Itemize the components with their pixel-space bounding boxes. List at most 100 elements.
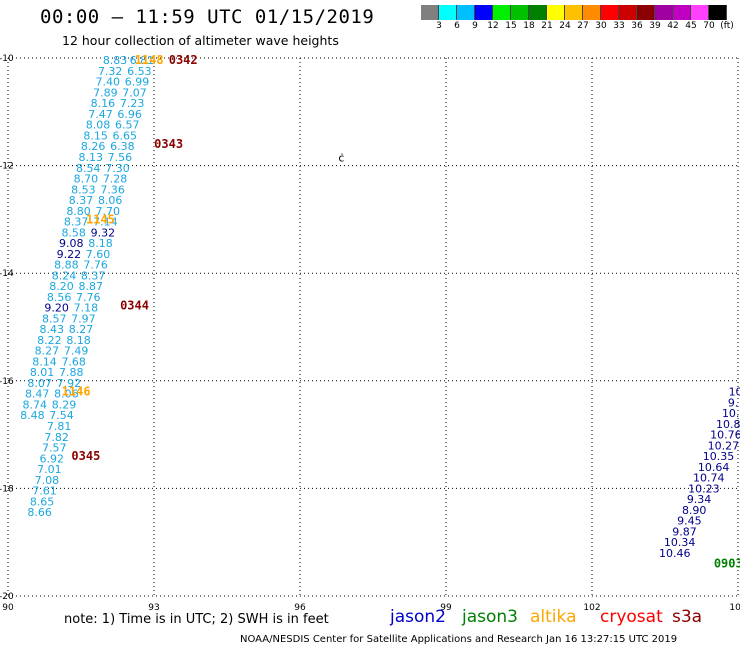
wave-height-label: 8.66: [27, 506, 52, 519]
page-title: 00:00 – 11:59 UTC 01/15/2019: [40, 6, 375, 28]
wave-height-label: 7.49: [64, 345, 89, 358]
wave-height-label: 8.70: [74, 173, 99, 186]
wave-height-label: 10.23: [688, 482, 720, 495]
wave-height-label: 8.14: [32, 355, 57, 368]
wave-height-label: 6.99: [125, 76, 150, 89]
wave-height-label: 9.87: [672, 525, 697, 538]
footer-credit: NOAA/NESDIS Center for Satellite Applica…: [240, 634, 678, 645]
wave-height-label: 7.07: [122, 86, 147, 99]
wave-height-label: 7.88: [59, 366, 84, 379]
pass-time-label: 0342: [169, 53, 198, 67]
wave-height-label: 8.29: [52, 398, 77, 411]
wave-height-label: 9.45: [677, 515, 702, 528]
y-tick-label: -18: [0, 484, 14, 494]
wave-height-label: 8.47: [25, 388, 50, 401]
legend-swatch: [475, 5, 493, 20]
wave-height-label: 10: [729, 386, 740, 399]
wave-height-label: 8.54: [76, 162, 101, 175]
wave-height-label: 6.81: [130, 54, 155, 67]
color-legend: [421, 5, 727, 20]
wave-height-label: 10.34: [664, 536, 696, 549]
wave-height-label: 8.87: [78, 280, 103, 293]
wave-height-label: 10.64: [698, 461, 730, 474]
legend-swatch: [493, 5, 511, 20]
wave-height-label: 8.37: [64, 216, 89, 229]
wave-height-label: 8.56: [47, 291, 72, 304]
wave-height-label: 8.20: [49, 280, 74, 293]
legend-swatch: [421, 5, 439, 20]
legend-label: 24: [559, 21, 571, 31]
wave-height-label: 8.37: [81, 269, 106, 282]
footer-note: note: 1) Time is in UTC; 2) SWH is in fe…: [64, 612, 329, 627]
satellite-altika: altika: [530, 607, 577, 627]
satellite-s3a: s3a: [672, 607, 703, 627]
legend-label: 42: [667, 21, 679, 31]
x-tick-label: 96: [294, 603, 306, 613]
wave-height-label: 6.92: [40, 452, 65, 465]
wave-height-label: 7.70: [96, 205, 121, 218]
legend-label: 15: [505, 21, 517, 31]
x-tick-label: 93: [148, 603, 159, 613]
wave-height-label: 8.22: [37, 334, 62, 347]
legend-swatch: [691, 5, 709, 20]
wave-height-label: 8.24: [52, 269, 77, 282]
wave-height-label: 7.40: [96, 76, 121, 89]
wave-height-label: 7.61: [32, 485, 57, 498]
legend-label: 70: [703, 21, 715, 31]
wave-height-label: 7.76: [83, 259, 108, 272]
wave-height-label: 8.01: [30, 366, 55, 379]
wave-height-label: 10.76: [710, 429, 740, 442]
page-subtitle: 12 hour collection of altimeter wave hei…: [62, 33, 339, 48]
legend-label: 6: [454, 21, 460, 31]
wave-height-label: 6.65: [113, 129, 138, 142]
wave-height-label: 10.: [722, 407, 740, 420]
x-tick-label: 99: [440, 603, 452, 613]
x-tick-label: 105: [729, 603, 740, 613]
wave-height-label: 8.90: [682, 504, 707, 517]
legend-label: 30: [595, 21, 607, 31]
wave-height-label: 7.18: [74, 302, 99, 315]
wave-height-label: 10.8: [716, 418, 740, 431]
wave-height-label: 7.54: [49, 409, 74, 422]
legend-swatch: [601, 5, 619, 20]
pass-time-label: 1148: [135, 53, 164, 67]
wave-height-label: 8.16: [91, 97, 116, 110]
legend-label: 18: [523, 21, 535, 31]
wave-height-label: 7.23: [120, 97, 145, 110]
pass-time-label: 0343: [154, 137, 183, 151]
wave-height-label: 8.58: [61, 226, 86, 239]
y-tick-label: -12: [0, 162, 14, 172]
wave-height-label: 10.35: [703, 450, 735, 463]
wave-height-label: 7.82: [44, 431, 69, 444]
wave-height-label: 7.28: [103, 173, 128, 186]
wave-height-label: 7.97: [71, 312, 96, 325]
wave-height-label: 10.74: [693, 472, 725, 485]
wave-height-label: 8.65: [30, 495, 55, 508]
wave-height-label: 7.14: [93, 216, 118, 229]
legend-label: 12: [487, 21, 499, 31]
wave-height-label: 8.07: [27, 377, 52, 390]
wave-height-label: 8.43: [40, 323, 65, 336]
y-tick-label: -16: [0, 377, 14, 387]
wave-height-label: 8.26: [81, 140, 106, 153]
wave-height-label: 8.06: [98, 194, 123, 207]
satellite-cryosat: cryosat: [600, 607, 663, 627]
legend-swatch: [511, 5, 529, 20]
wave-height-label: 10.27: [708, 439, 740, 452]
wave-height-label: 9.20: [44, 302, 69, 315]
legend-label: 21: [541, 21, 553, 31]
legend-swatch: [619, 5, 637, 20]
legend-label: 9: [472, 21, 478, 31]
wave-height-label: 8.06: [54, 388, 79, 401]
wave-height-label: 10.46: [659, 547, 691, 560]
wave-height-label: 7.36: [100, 183, 125, 196]
pass-time-label: 0345: [71, 449, 100, 463]
wave-height-label: 7.92: [57, 377, 82, 390]
legend-swatch: [583, 5, 601, 20]
legend-swatch: [673, 5, 691, 20]
wave-height-label: 7.57: [42, 442, 67, 455]
wave-height-label: 9.: [728, 396, 739, 409]
wave-height-label: 8.53: [71, 183, 96, 196]
wave-height-label: 8.88: [54, 259, 79, 272]
